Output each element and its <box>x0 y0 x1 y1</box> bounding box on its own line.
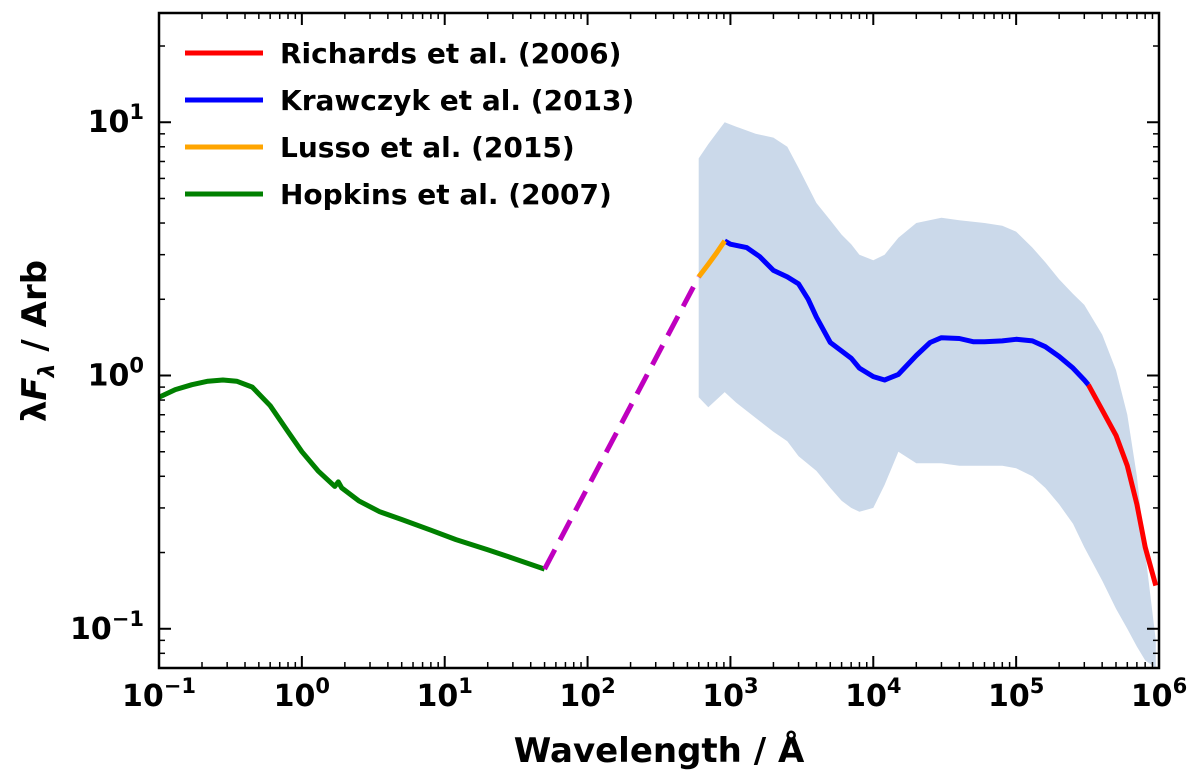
plot-frame <box>157 11 1161 670</box>
x-tick-label-base: 10 <box>1131 679 1173 714</box>
x-tick-label: 100 <box>274 674 330 714</box>
x-tick-label-exponent: 1 <box>458 674 473 698</box>
y-axis-title-lambda: λ <box>15 401 55 423</box>
legend-label-hopkins: Hopkins et al. (2007) <box>280 178 612 211</box>
x-tick-label-exponent: −1 <box>164 674 196 698</box>
x-tick-label: 101 <box>417 674 473 714</box>
uncertainty-band-layer <box>698 122 1156 668</box>
y-axis-title-f: F <box>15 377 55 400</box>
x-tick-label-exponent: 4 <box>887 674 902 698</box>
series-line-krawczyk-et-al-2013 <box>723 238 1091 387</box>
y-axis-title-unit: / Arb <box>15 260 55 364</box>
y-tick-label-base: 10 <box>70 612 112 647</box>
x-tick-label-exponent: 5 <box>1030 674 1045 698</box>
x-tick-label-base: 10 <box>559 679 601 714</box>
series-line-richards-et-al-2006 <box>1086 383 1159 587</box>
y-tick-label: 101 <box>88 100 144 140</box>
x-tick-label-exponent: 6 <box>1173 674 1188 698</box>
y-axis-title-subscript: λ <box>35 363 60 378</box>
x-tick-label-base: 10 <box>845 679 887 714</box>
x-tick-label-base: 10 <box>274 679 316 714</box>
y-axis-title: λFλ / Arb <box>15 260 60 422</box>
x-tick-label: 104 <box>845 674 901 714</box>
series-layer <box>157 238 1159 587</box>
y-tick-label-base: 10 <box>88 359 130 394</box>
x-tick-label: 102 <box>559 674 615 714</box>
legend-label-richards: Richards et al. (2006) <box>280 37 621 70</box>
x-tick-label: 103 <box>702 674 758 714</box>
legend-label-lusso: Lusso et al. (2015) <box>280 131 575 164</box>
x-tick-label-base: 10 <box>988 679 1030 714</box>
series-line-lusso-et-al-2015 <box>696 239 727 279</box>
x-axis-title: Wavelength / Å <box>514 730 805 771</box>
tick-layer <box>158 13 1160 669</box>
x-tick-label-exponent: 3 <box>744 674 759 698</box>
y-tick-label-base: 10 <box>88 105 130 140</box>
series-line-interpolation <box>542 275 701 571</box>
y-tick-label: 10−1 <box>70 607 144 647</box>
legend-label-krawczyk: Krawczyk et al. (2013) <box>280 84 634 117</box>
x-tick-label-base: 10 <box>417 679 459 714</box>
y-tick-label-exponent: −1 <box>112 607 144 631</box>
x-tick-label: 105 <box>988 674 1044 714</box>
y-tick-label-exponent: 0 <box>129 354 144 378</box>
y-tick-label-exponent: 1 <box>129 100 144 124</box>
x-tick-label-exponent: 2 <box>601 674 616 698</box>
x-tick-label-exponent: 0 <box>315 674 330 698</box>
legend: Richards et al. (2006) Krawczyk et al. (… <box>185 37 634 211</box>
x-tick-label: 106 <box>1131 674 1187 714</box>
uncertainty-band <box>698 122 1156 668</box>
x-tick-label-base: 10 <box>122 679 164 714</box>
y-tick-label: 100 <box>88 354 144 394</box>
x-tick-label-base: 10 <box>702 679 744 714</box>
series-line-hopkins-et-al-2007 <box>157 377 546 572</box>
x-tick-label: 10−1 <box>122 674 196 714</box>
